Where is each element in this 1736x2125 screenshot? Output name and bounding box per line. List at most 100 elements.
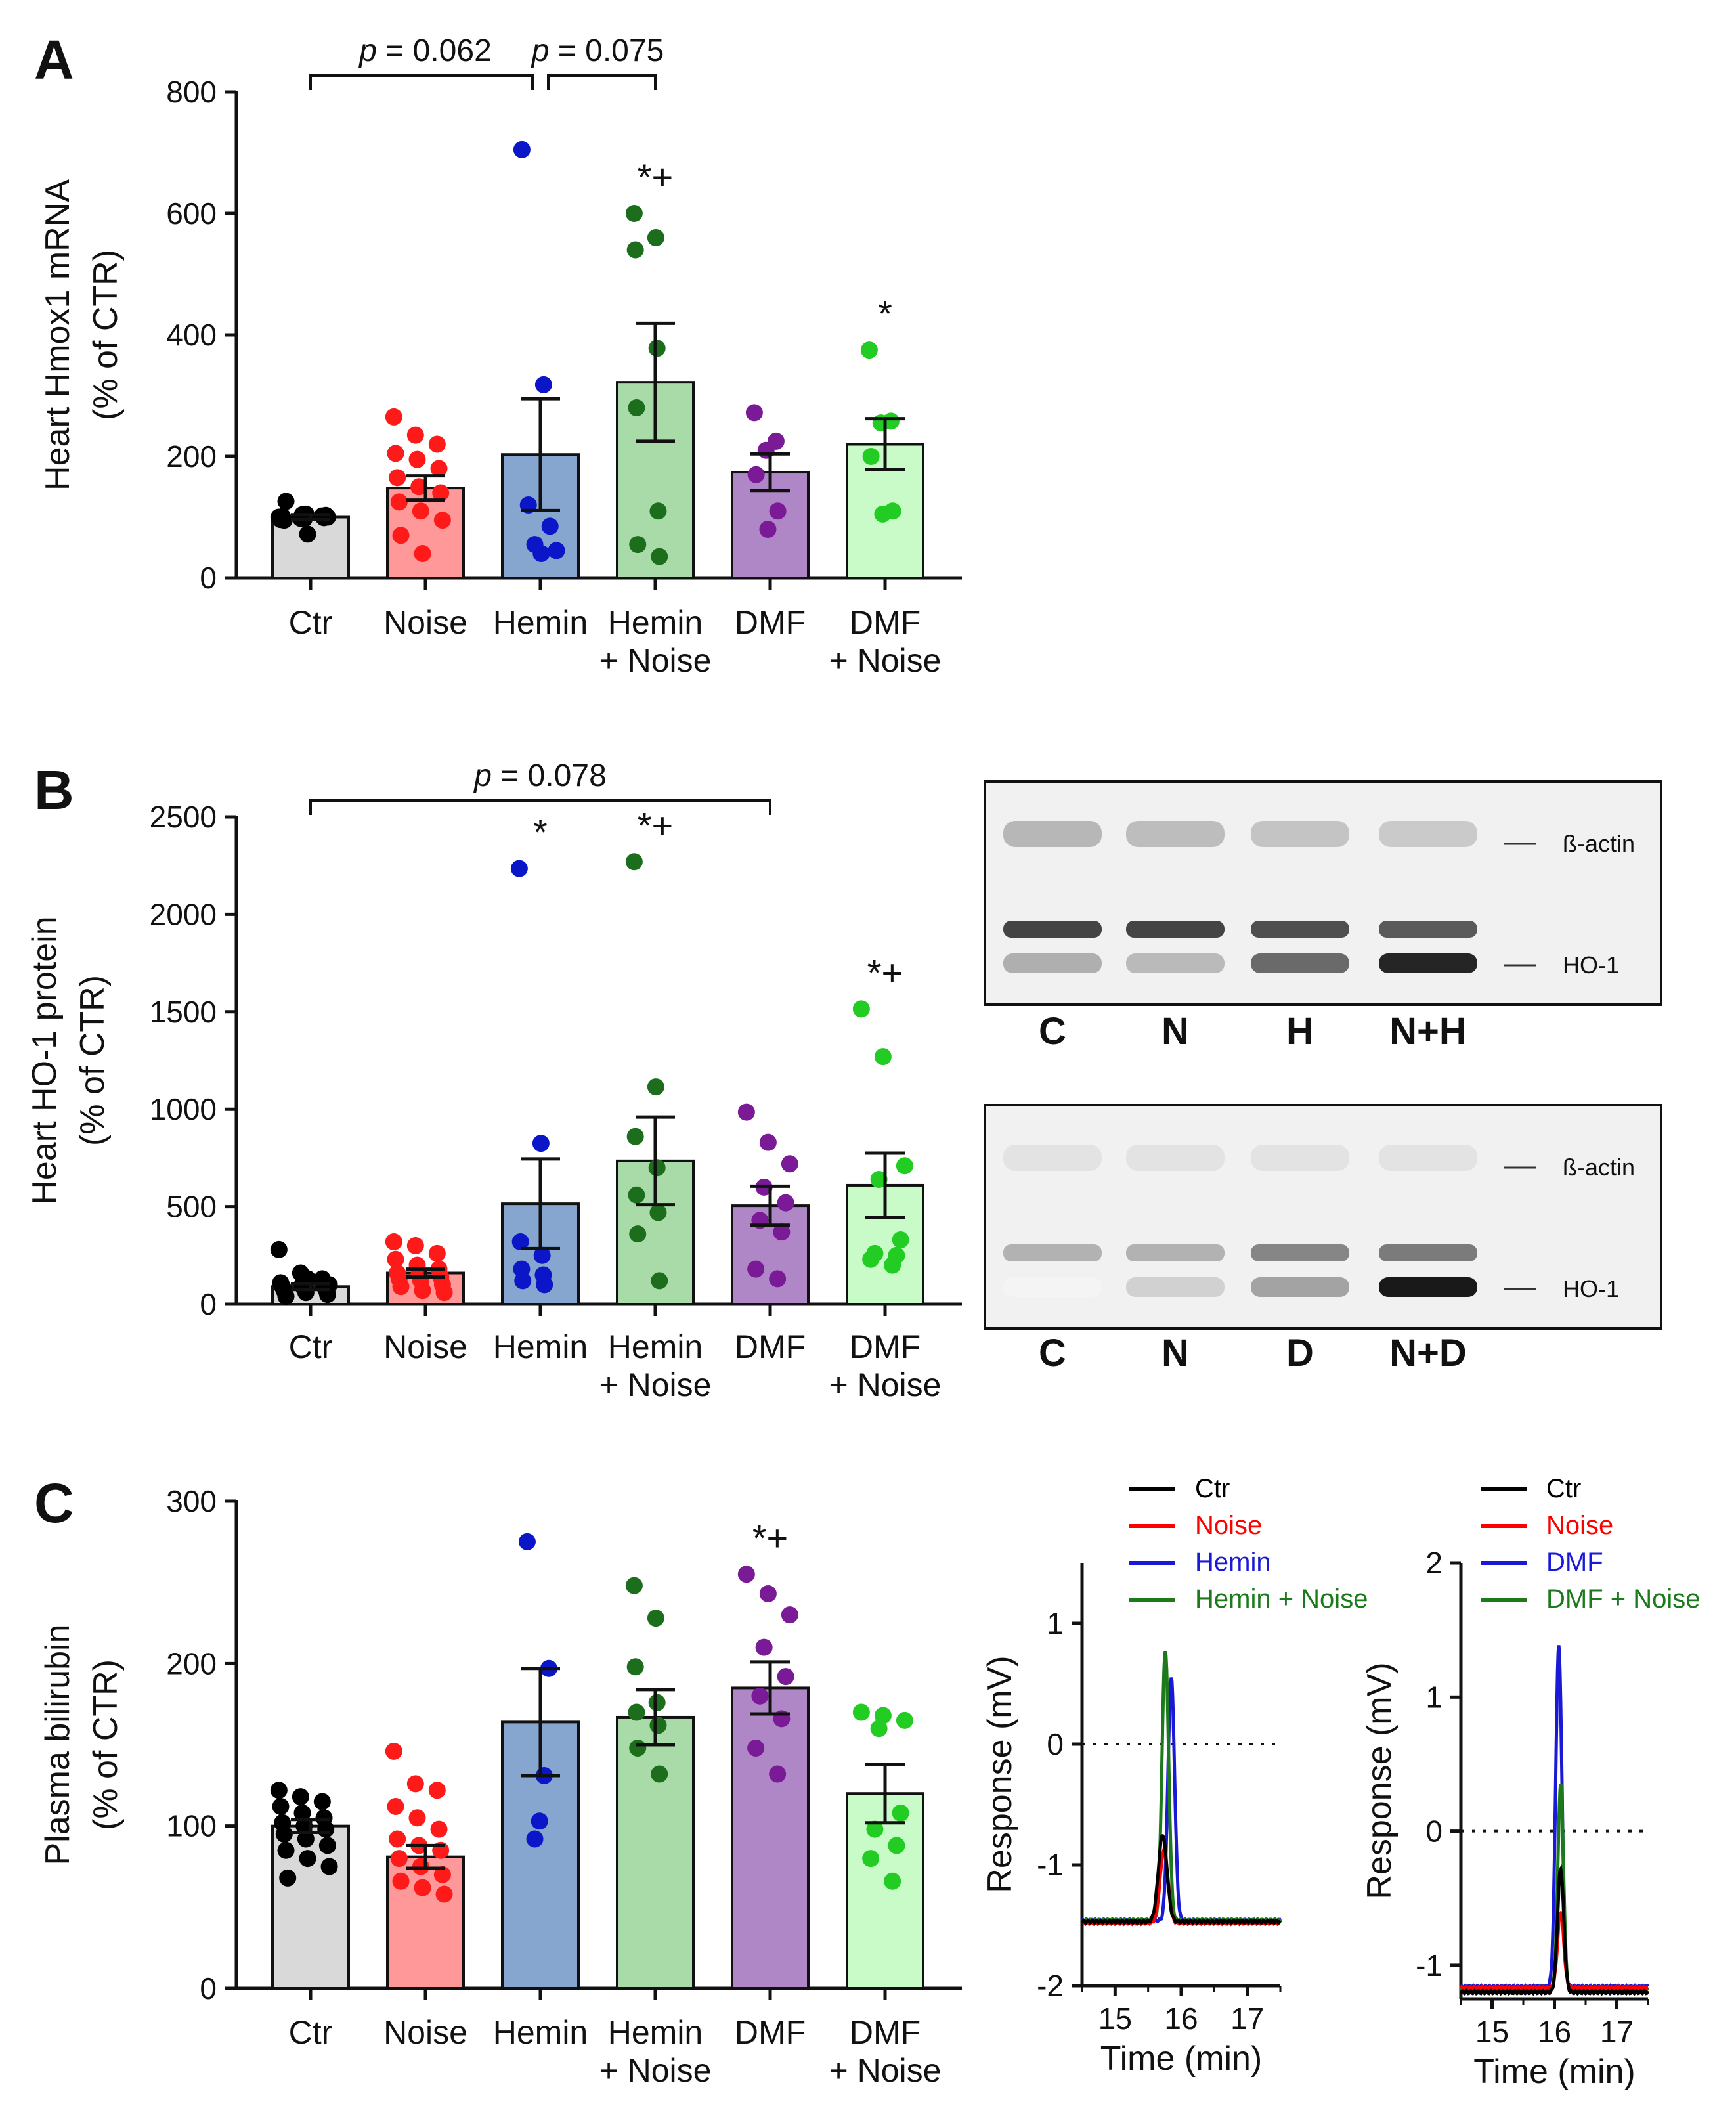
y-axis-label-units: (% of CTR) <box>74 975 112 1146</box>
data-point <box>318 508 336 526</box>
bar <box>846 1792 924 1990</box>
band-ho1 <box>1003 1277 1102 1297</box>
chromatogram-line <box>1081 1677 1282 1924</box>
data-point <box>870 1720 888 1738</box>
y-axis-label: Heart Hmox1 mRNA <box>39 179 77 491</box>
data-point <box>414 1282 431 1300</box>
legend-label: Ctr <box>1546 1474 1581 1503</box>
x-tick-label: 15 <box>1098 2002 1132 2036</box>
data-point <box>769 1270 787 1288</box>
x-category-label: + Noise <box>599 1367 712 1403</box>
x-tick-label: 17 <box>1600 2015 1634 2049</box>
data-point <box>872 414 890 432</box>
data-point <box>651 1272 668 1290</box>
data-point <box>430 460 448 477</box>
p-value: = 0.075 <box>549 33 664 68</box>
data-point <box>628 399 645 416</box>
data-point <box>275 512 293 529</box>
band-upper <box>1251 1244 1349 1261</box>
x-category-label: DMF <box>850 604 921 641</box>
legend-label: Ctr <box>1195 1474 1230 1503</box>
band-upper <box>1126 921 1225 938</box>
data-point <box>435 1284 453 1302</box>
y-tick-label: 0 <box>1047 1727 1064 1761</box>
significance-marker: * <box>878 293 892 334</box>
legend-label: Noise <box>1195 1511 1262 1540</box>
data-point <box>862 448 880 465</box>
data-point <box>896 1711 913 1729</box>
band-label-ho1: HO-1 <box>1563 1275 1619 1302</box>
data-point <box>390 1850 408 1868</box>
data-point <box>759 1585 777 1602</box>
data-point <box>320 1858 338 1875</box>
y-tick-label: 500 <box>166 1190 217 1224</box>
y-tick-label: 0 <box>200 1971 217 2005</box>
p-value: = 0.078 <box>492 758 607 793</box>
band-actin <box>1379 821 1477 847</box>
data-point <box>295 1817 313 1835</box>
y-tick-label: 2500 <box>150 800 217 834</box>
data-point <box>412 502 429 520</box>
data-point <box>385 408 402 426</box>
data-point <box>860 341 878 359</box>
data-point <box>536 1276 553 1294</box>
panel-letter-b: B <box>34 759 74 821</box>
band-upper <box>1251 921 1349 938</box>
y-tick-label: 100 <box>166 1809 217 1843</box>
x-category-label: Noise <box>383 604 467 641</box>
panel-letter-c: C <box>34 1472 74 1534</box>
data-point <box>541 517 559 535</box>
y-tick-label: 1 <box>1425 1680 1443 1714</box>
p-value-label: p = 0.075 <box>531 33 664 68</box>
data-point <box>299 1850 316 1868</box>
data-point <box>277 1841 295 1859</box>
data-point <box>759 1133 777 1151</box>
significance-marker: *+ <box>867 952 903 993</box>
data-point <box>751 1687 769 1705</box>
x-category-label: DMF <box>735 2014 806 2051</box>
legend-label: Hemin <box>1195 1548 1271 1577</box>
data-point <box>781 1606 798 1624</box>
data-point <box>884 1256 901 1274</box>
data-point <box>297 1830 315 1848</box>
comparison-bracket <box>547 74 657 90</box>
data-point <box>862 1850 880 1868</box>
data-point <box>272 1797 290 1815</box>
data-point <box>874 1048 892 1066</box>
y-tick-label: -2 <box>1037 1969 1064 2003</box>
data-point <box>647 1078 664 1096</box>
data-point <box>757 441 775 459</box>
data-point <box>534 376 552 393</box>
data-point <box>387 1250 404 1268</box>
x-category-label: Hemin <box>493 604 588 641</box>
y-tick-label: -1 <box>1037 1848 1064 1882</box>
data-point <box>392 1872 410 1890</box>
x-category-label: Ctr <box>289 1328 333 1365</box>
data-point <box>531 1812 548 1830</box>
y-tick-label: 400 <box>166 318 217 352</box>
data-point <box>649 502 667 520</box>
p-symbol: p <box>473 758 492 793</box>
x-category-label: Hemin <box>493 2014 588 2051</box>
y-tick-label: 0 <box>200 561 217 595</box>
data-point <box>533 1246 551 1264</box>
x-category-label: Noise <box>383 2014 467 2051</box>
data-point <box>737 1566 755 1583</box>
x-category-label: Hemin <box>608 2014 703 2051</box>
significance-marker: *+ <box>638 156 674 198</box>
significance-marker: *+ <box>752 1517 789 1558</box>
data-point <box>892 1804 909 1822</box>
band-actin <box>1251 1145 1349 1171</box>
band-upper <box>1003 921 1102 938</box>
data-point <box>866 1820 884 1838</box>
data-point <box>874 1707 892 1724</box>
data-point <box>625 1577 643 1594</box>
data-point <box>648 340 666 357</box>
data-point <box>769 502 787 520</box>
band-ho1 <box>1379 1277 1477 1297</box>
data-point <box>514 1272 532 1290</box>
band-actin <box>1379 1145 1477 1171</box>
x-category-label: Ctr <box>289 2014 333 2051</box>
western-blot-dmf: C N D N+D ß-actin HO-1 <box>984 1104 1662 1374</box>
